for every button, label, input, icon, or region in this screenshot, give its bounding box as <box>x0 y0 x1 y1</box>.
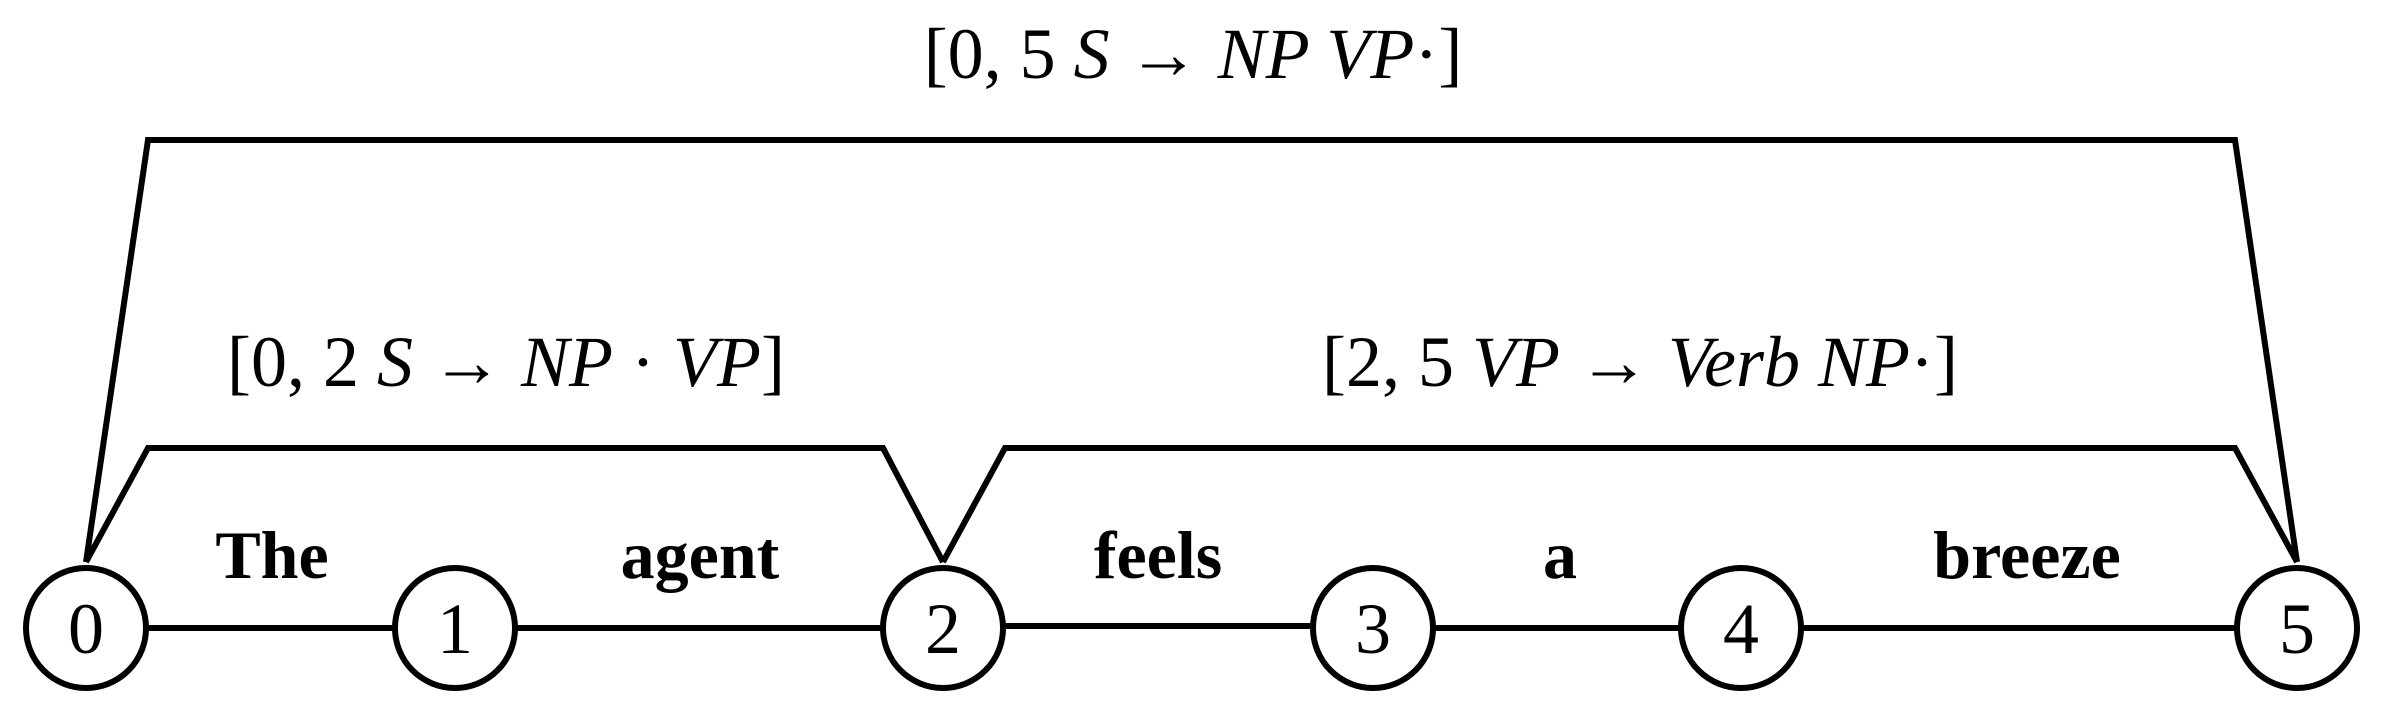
node-5: 5 <box>2234 565 2360 691</box>
node-0-label: 0 <box>68 589 104 669</box>
node-5-label: 5 <box>2279 589 2315 669</box>
node-1: 1 <box>392 565 518 691</box>
node-2: 2 <box>880 565 1006 691</box>
word-agent: agent <box>621 517 780 593</box>
node-4-label: 4 <box>1723 589 1759 669</box>
node-4: 4 <box>1678 565 1804 691</box>
node-1-label: 1 <box>437 589 473 669</box>
node-3-label: 3 <box>1355 589 1391 669</box>
word-feels: feels <box>1094 517 1222 593</box>
node-0: 0 <box>23 565 149 691</box>
word-a: a <box>1543 517 1577 593</box>
arc-0-2-line <box>83 445 946 564</box>
word-breeze: breeze <box>1933 517 2121 593</box>
node-2-label: 2 <box>925 589 961 669</box>
arc-0-5-line <box>83 137 2300 563</box>
arc-2-5-line <box>940 445 2300 564</box>
arc-2-5-label: [2, 5 VP → Verb NP·] <box>1322 322 1958 402</box>
arc-0-2-label: [0, 2 S → NP · VP] <box>227 322 785 402</box>
node-3: 3 <box>1310 565 1436 691</box>
arc-0-5-label: [0, 5 S → NP VP·] <box>924 14 1463 94</box>
word-the: The <box>215 517 328 593</box>
